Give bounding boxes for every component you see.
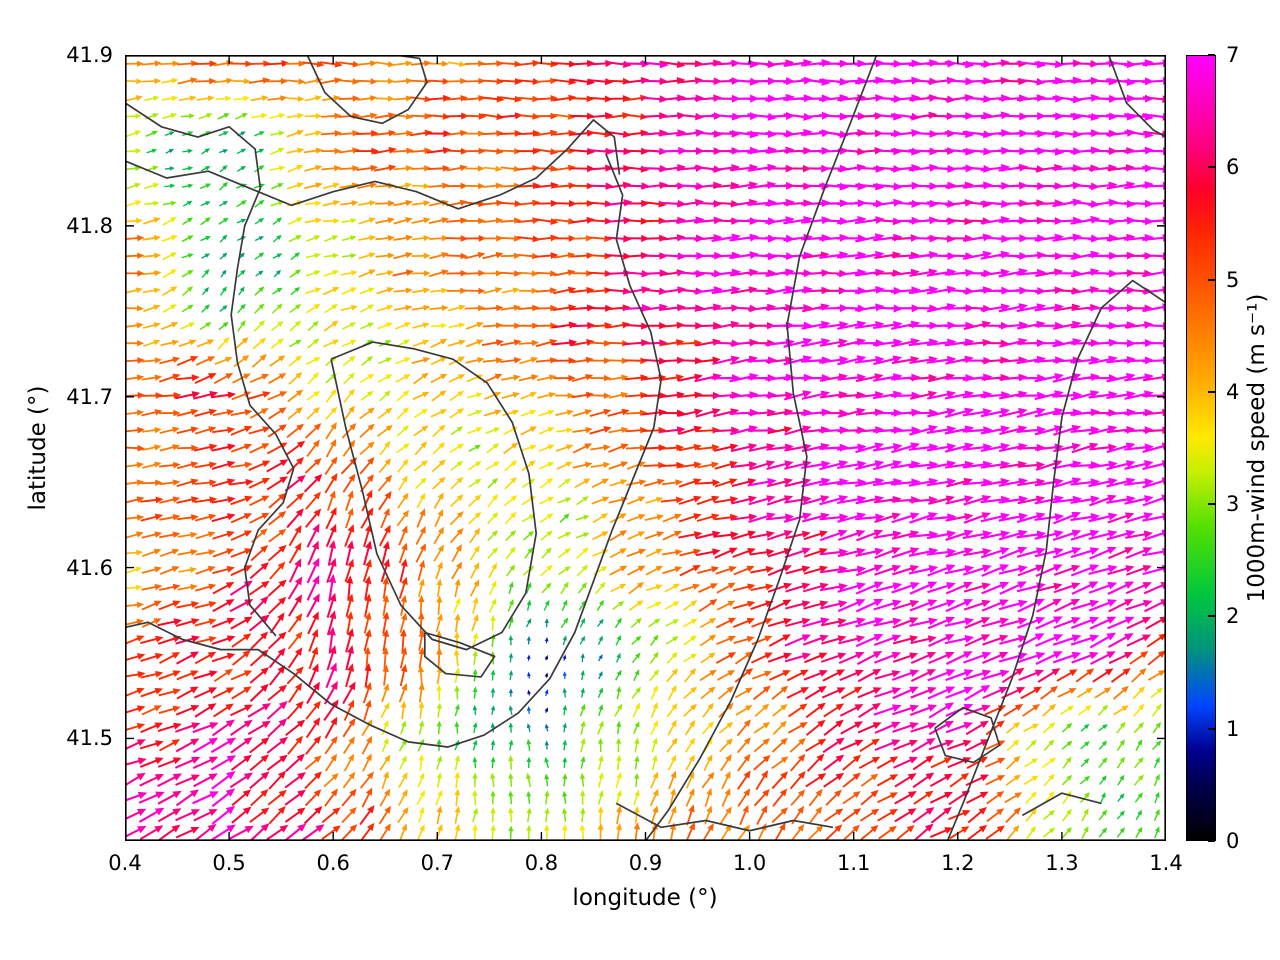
y-tick-label: 41.5 — [66, 726, 113, 751]
x-tick-label: 0.6 — [316, 851, 350, 875]
colorbar-tick-label: 5 — [1226, 267, 1240, 292]
colorbar — [1186, 55, 1216, 841]
colorbar-tick-label: 4 — [1226, 379, 1240, 404]
colorbar-tick-label: 7 — [1226, 43, 1240, 67]
colorbar-tickmark — [1208, 503, 1215, 506]
y-axis-label: latitude (°) — [25, 385, 51, 511]
colorbar-tickmark — [1208, 840, 1215, 842]
x-tick-label: 0.9 — [628, 851, 663, 875]
y-tick-label: 41.9 — [66, 43, 113, 67]
colorbar-tick-label: 0 — [1226, 829, 1240, 853]
x-tick-label: 1.3 — [1045, 851, 1079, 875]
x-tick-label: 0.8 — [524, 851, 559, 875]
x-axis-label: longitude (°) — [572, 885, 718, 911]
plot-area — [125, 55, 1166, 841]
x-tick-label: 1.1 — [836, 851, 871, 875]
colorbar-tickmark — [1208, 278, 1215, 281]
colorbar-tickmark — [1208, 54, 1215, 56]
x-tick-label: 0.4 — [108, 851, 142, 875]
y-tick-label: 41.8 — [66, 213, 113, 238]
x-tick-label: 1.2 — [941, 851, 975, 875]
colorbar-tickmark — [1208, 166, 1215, 169]
colorbar-label: 1000m-wind speed (m s⁻¹) — [1244, 293, 1270, 603]
colorbar-tick-label: 1 — [1226, 716, 1240, 741]
colorbar-tick-label: 2 — [1226, 604, 1240, 629]
y-tick-label: 41.7 — [66, 384, 113, 409]
colorbar-tickmark — [1208, 615, 1215, 618]
colorbar-tickmark — [1208, 727, 1215, 730]
x-tick-label: 0.5 — [212, 851, 246, 875]
colorbar-tick-label: 6 — [1226, 155, 1240, 180]
x-tick-label: 1.4 — [1149, 851, 1183, 875]
colorbar-tick-label: 3 — [1226, 492, 1240, 517]
x-tick-label: 0.7 — [420, 851, 454, 875]
colorbar-tickmark — [1208, 390, 1215, 393]
x-tick-label: 1.0 — [732, 851, 767, 875]
y-tick-label: 41.6 — [66, 555, 113, 580]
